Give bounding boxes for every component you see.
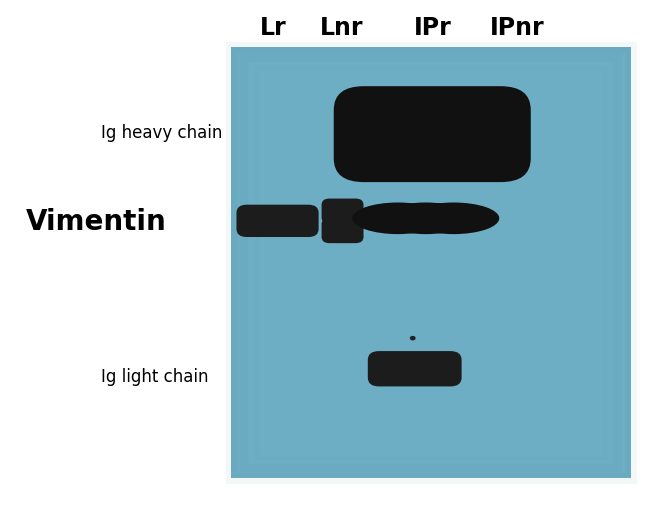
Text: IPr: IPr xyxy=(413,16,451,40)
Bar xyxy=(257,69,604,458)
Text: Ig heavy chain: Ig heavy chain xyxy=(101,123,222,142)
Ellipse shape xyxy=(380,203,471,235)
Text: Lr: Lr xyxy=(260,16,286,40)
Ellipse shape xyxy=(408,203,499,235)
Bar xyxy=(244,59,618,468)
Bar xyxy=(231,48,630,478)
Ellipse shape xyxy=(410,336,416,341)
Text: Ig light chain: Ig light chain xyxy=(101,367,208,386)
FancyBboxPatch shape xyxy=(322,199,363,224)
FancyBboxPatch shape xyxy=(368,351,462,387)
Bar xyxy=(231,48,630,478)
Ellipse shape xyxy=(352,203,443,235)
Text: Vimentin: Vimentin xyxy=(26,208,167,235)
FancyBboxPatch shape xyxy=(322,218,363,244)
Text: IPnr: IPnr xyxy=(489,16,544,40)
FancyBboxPatch shape xyxy=(333,87,531,183)
Text: Lnr: Lnr xyxy=(320,16,363,40)
FancyBboxPatch shape xyxy=(237,205,318,238)
